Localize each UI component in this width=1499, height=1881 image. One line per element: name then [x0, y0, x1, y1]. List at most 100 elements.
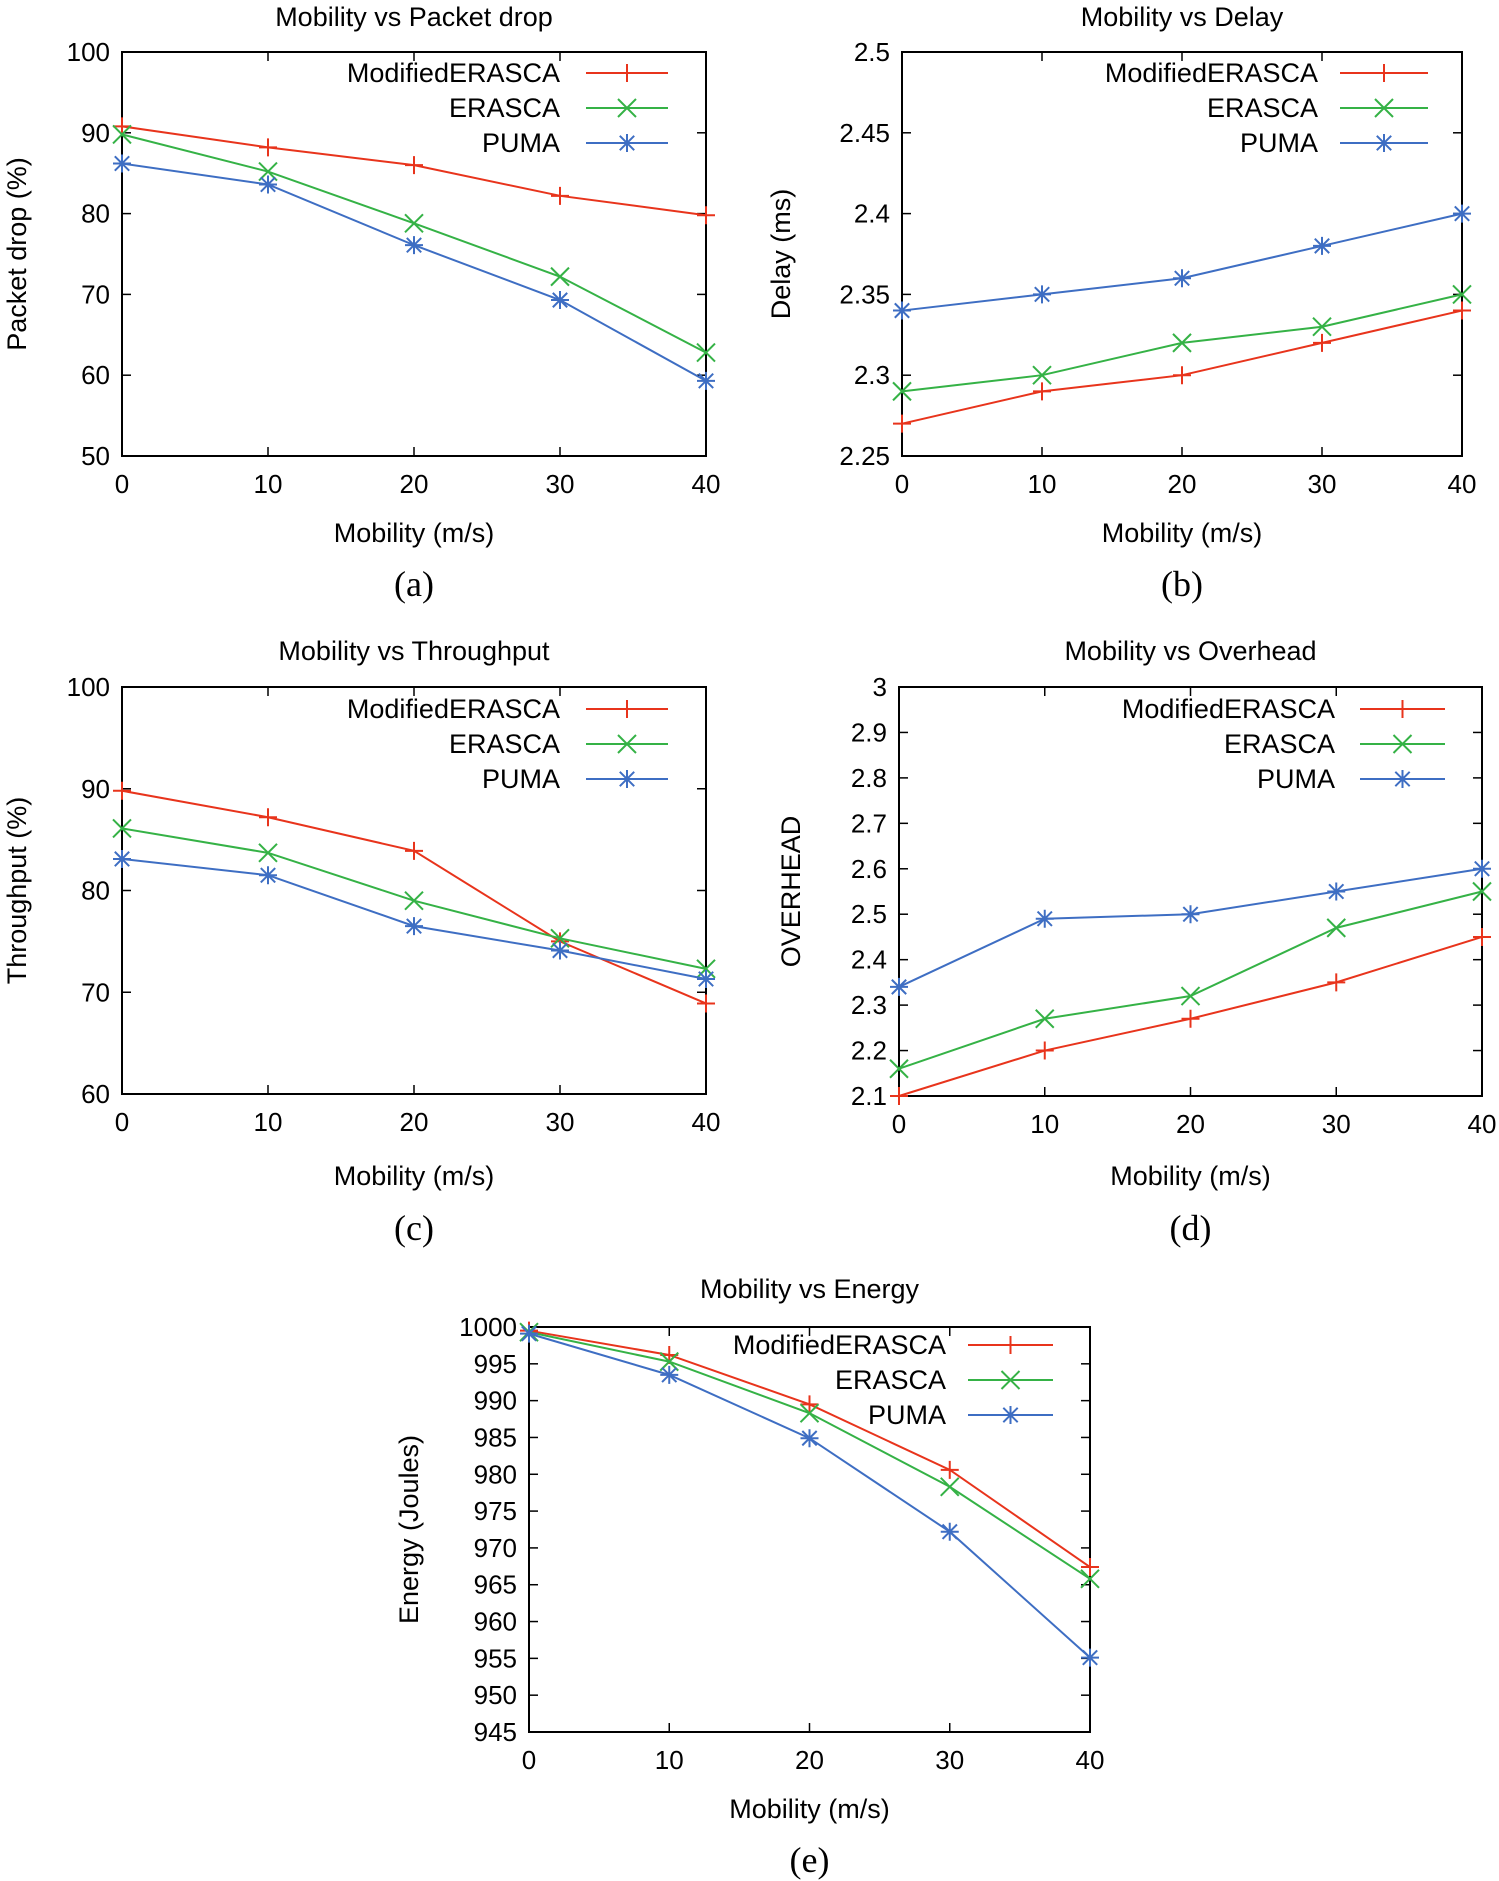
y-tick-label: 3 [873, 672, 887, 702]
legend-marker [1375, 64, 1393, 82]
x-axis-label: Mobility (m/s) [1102, 518, 1263, 548]
legend-entry: ERASCA [1207, 93, 1428, 123]
y-tick-label: 960 [474, 1607, 517, 1637]
data-point [113, 154, 131, 173]
series-PUMA [890, 859, 1491, 996]
y-tick-label: 70 [81, 977, 110, 1007]
data-point [1081, 1558, 1099, 1577]
legend-entry: PUMA [482, 128, 668, 158]
data-point [112, 124, 132, 145]
y-tick-label: 2.3 [851, 990, 887, 1020]
data-point [259, 808, 277, 827]
data-point [405, 236, 423, 255]
legend-entry: ModifiedERASCA [1122, 694, 1445, 724]
data-point [259, 175, 277, 194]
data-point [697, 970, 715, 989]
data-point [404, 213, 424, 234]
plot-frame [528, 1326, 1091, 1733]
chart-overhead: Mobility vs Overhead 0 10 20 30 40 2.1 2.2 2.3 2.… [776, 636, 1496, 1248]
legend-label: ERASCA [1224, 729, 1335, 759]
data-point [697, 371, 715, 390]
legend-marker [1393, 770, 1412, 788]
series-PUMA [113, 849, 715, 989]
data-point [550, 266, 570, 287]
plot-frame [121, 686, 707, 1095]
y-tick-label: 945 [474, 1717, 517, 1747]
legend-marker [617, 98, 637, 118]
x-tick-label: 0 [895, 469, 909, 499]
plot-frame [898, 686, 1483, 1097]
legend-label: PUMA [868, 1400, 946, 1430]
y-axis-label: OVERHEAD [776, 816, 806, 968]
legend-label: ModifiedERASCA [347, 694, 560, 724]
chart-title: Mobility vs Throughput [278, 636, 550, 666]
y-tick-label: 970 [474, 1533, 517, 1563]
data-point [405, 841, 423, 860]
series-ERASCA [889, 881, 1492, 1079]
data-point [889, 1059, 909, 1079]
data-point [1181, 905, 1200, 924]
data-point [696, 342, 716, 363]
legend-entry: PUMA [1257, 764, 1445, 794]
data-point [1313, 236, 1331, 255]
legend-entry: ModifiedERASCA [733, 1330, 1053, 1360]
data-point [551, 186, 569, 205]
y-tick-label: 70 [81, 279, 110, 309]
data-point [697, 206, 715, 225]
data-point [1035, 1041, 1054, 1060]
legend-label: PUMA [1257, 764, 1335, 794]
x-tick-label: 20 [795, 1745, 824, 1775]
figure-caption: (d) [1170, 1208, 1212, 1248]
y-tick-label: 965 [474, 1570, 517, 1600]
x-tick-label: 30 [1322, 1109, 1351, 1139]
series-ModifiedERASCA [113, 117, 715, 225]
x-tick-label: 10 [1028, 469, 1057, 499]
y-tick-label: 60 [81, 1079, 110, 1109]
data-point [551, 291, 569, 310]
legend-label: PUMA [1240, 128, 1318, 158]
y-tick-label: 980 [474, 1459, 517, 1489]
chart-energy: Mobility vs Energy 0 10 20 30 40 945 950 955 960 9… [394, 1274, 1104, 1880]
legend-label: PUMA [482, 764, 560, 794]
y-tick-label: 2.4 [851, 945, 887, 975]
y-tick-label: 2.45 [839, 118, 890, 148]
x-tick-label: 40 [692, 1107, 721, 1137]
legend-label: PUMA [482, 128, 560, 158]
data-point [1453, 204, 1471, 223]
data-point [1033, 285, 1051, 304]
legend-entry: ERASCA [835, 1365, 1053, 1395]
series-line [528, 1332, 1091, 1659]
series-ERASCA [519, 1322, 1100, 1589]
y-tick-label: 2.2 [851, 1036, 887, 1066]
x-tick-label: 20 [400, 469, 429, 499]
y-tick-label: 2.4 [854, 199, 890, 229]
legend-entry: PUMA [482, 764, 668, 794]
y-tick-label: 2.35 [839, 279, 890, 309]
y-tick-label: 2.7 [851, 808, 887, 838]
legend-entry: ERASCA [449, 729, 668, 759]
y-tick-label: 955 [474, 1643, 517, 1673]
x-tick-label: 20 [1168, 469, 1197, 499]
data-point [893, 414, 911, 433]
x-axis-label: Mobility (m/s) [334, 518, 495, 548]
legend-marker [1393, 700, 1412, 718]
y-tick-label: 975 [474, 1496, 517, 1526]
data-point [1312, 317, 1332, 337]
legend-label: ModifiedERASCA [1105, 58, 1318, 88]
x-tick-label: 0 [115, 1107, 129, 1137]
y-tick-label: 50 [81, 441, 110, 471]
y-axis-label: Delay (ms) [766, 189, 796, 320]
x-tick-label: 40 [1076, 1745, 1105, 1775]
data-point [1173, 366, 1191, 385]
y-tick-label: 60 [81, 360, 110, 390]
data-point [112, 818, 132, 839]
x-tick-label: 10 [1030, 1109, 1059, 1139]
y-tick-label: 995 [474, 1349, 517, 1379]
y-tick-label: 90 [81, 118, 110, 148]
y-tick-label: 90 [81, 774, 110, 804]
data-point [1180, 986, 1201, 1006]
chart-packet-drop: Mobility vs Packet drop 0 10 20 30 40 50 60 70 80… [2, 2, 720, 604]
data-point [1453, 301, 1471, 320]
series-line [898, 867, 1483, 988]
x-tick-label: 40 [1468, 1109, 1497, 1139]
